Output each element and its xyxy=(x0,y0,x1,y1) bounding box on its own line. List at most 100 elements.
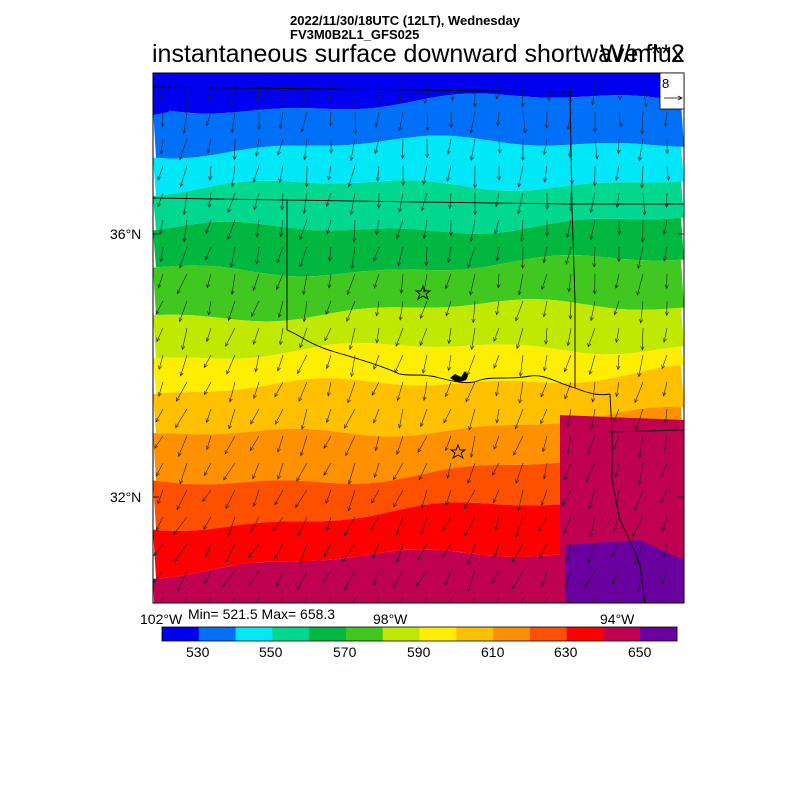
wind-vector xyxy=(230,273,236,296)
wind-vector xyxy=(225,543,236,564)
wind-vector xyxy=(157,273,164,289)
wind-vector xyxy=(446,246,452,263)
wind-vector xyxy=(563,516,572,535)
wind-vector xyxy=(295,489,308,508)
wind-vector xyxy=(352,597,356,603)
wind-vector xyxy=(297,570,308,591)
wind-vector xyxy=(632,516,644,538)
wind-vector xyxy=(542,246,548,264)
wind-vector xyxy=(178,300,188,323)
wind-vector xyxy=(206,138,212,154)
wind-vector xyxy=(614,462,620,478)
wind-vector xyxy=(493,435,500,450)
wind-vector xyxy=(274,543,284,560)
wind-vector xyxy=(615,192,620,209)
wind-vector xyxy=(223,462,236,481)
wind-vector xyxy=(520,84,525,107)
wind-vector xyxy=(277,435,284,453)
wind-vector xyxy=(665,138,670,155)
contour-band xyxy=(153,454,684,531)
wind-vector xyxy=(470,327,476,351)
wind-vector xyxy=(177,570,188,592)
wind-vector xyxy=(511,570,524,590)
wind-vector xyxy=(542,354,548,372)
wind-vector xyxy=(393,489,404,508)
wind-vector xyxy=(373,462,380,478)
wind-vector xyxy=(448,597,452,603)
wind-vector xyxy=(254,138,260,157)
wind-vector xyxy=(185,84,190,108)
colorbar-swatch xyxy=(603,627,641,641)
wind-vector xyxy=(226,354,236,375)
wind-vector xyxy=(249,435,260,452)
wind-vector xyxy=(592,165,597,187)
wind-vector xyxy=(157,381,164,397)
field-units: W/m**2 xyxy=(600,40,685,68)
wind-vector xyxy=(374,111,380,128)
wind-vector xyxy=(176,381,188,402)
wind-vector xyxy=(399,273,404,294)
wind-vector xyxy=(299,246,308,268)
wind-vector xyxy=(449,111,454,129)
wind-vector xyxy=(205,111,212,127)
panhandle-lines xyxy=(153,86,571,93)
wind-vector xyxy=(637,246,644,270)
wind-vector xyxy=(542,300,548,318)
colorbar-swatch xyxy=(640,627,678,641)
wind-vector xyxy=(279,219,284,238)
wind-vector xyxy=(205,435,212,451)
colorbar-swatch xyxy=(162,627,200,641)
wind-vector xyxy=(469,138,476,161)
wind-vector xyxy=(514,408,524,430)
wind-vector xyxy=(158,354,164,370)
wind-vector xyxy=(228,408,236,430)
wind-vector xyxy=(221,570,236,588)
wind-vector xyxy=(446,165,452,182)
wind-vector xyxy=(178,435,188,457)
wind-vector xyxy=(424,246,429,267)
wind-vector xyxy=(471,597,476,603)
wind-vector xyxy=(663,111,668,127)
wind-vector xyxy=(465,381,476,403)
wind-vector xyxy=(468,408,476,431)
wind-vector xyxy=(425,111,430,132)
wind-vector xyxy=(281,84,286,103)
wind-vector xyxy=(517,273,524,296)
wind-vector xyxy=(373,273,380,289)
wind-vector xyxy=(252,165,260,183)
wind-vector xyxy=(420,408,428,428)
wind-vector xyxy=(464,516,476,537)
wind-vector xyxy=(396,543,404,564)
wind-vector xyxy=(341,543,356,563)
wind-vector xyxy=(467,246,476,269)
wind-vector xyxy=(587,327,596,348)
colorbar xyxy=(161,626,678,642)
wind-vector xyxy=(415,570,428,587)
wind-vector xyxy=(371,489,380,504)
wind-vector xyxy=(272,516,284,532)
colorbar-swatch xyxy=(419,627,457,641)
state-boundaries xyxy=(153,86,684,603)
contour-band xyxy=(153,549,684,603)
wind-vector xyxy=(156,516,164,531)
wind-vector xyxy=(370,516,380,531)
wind-vector xyxy=(207,192,212,208)
wind-vector xyxy=(664,192,669,209)
wind-vector xyxy=(612,435,620,451)
wind-vector xyxy=(612,570,620,585)
wind-vector xyxy=(374,435,380,452)
wind-vector xyxy=(664,273,669,290)
wind-vector xyxy=(325,300,332,315)
wind-vector xyxy=(616,138,621,155)
lon-label-94w: 94°W xyxy=(600,611,635,627)
wind-vector xyxy=(493,354,500,369)
wind-vector xyxy=(276,246,284,264)
wind-vector xyxy=(594,138,599,160)
wind-vector xyxy=(614,273,620,289)
wind-vector xyxy=(587,435,596,456)
wind-vector xyxy=(325,192,332,208)
wind-vector xyxy=(300,408,308,430)
wind-vector xyxy=(230,165,236,188)
wind-vector xyxy=(640,219,645,243)
wind-vector xyxy=(563,462,572,481)
